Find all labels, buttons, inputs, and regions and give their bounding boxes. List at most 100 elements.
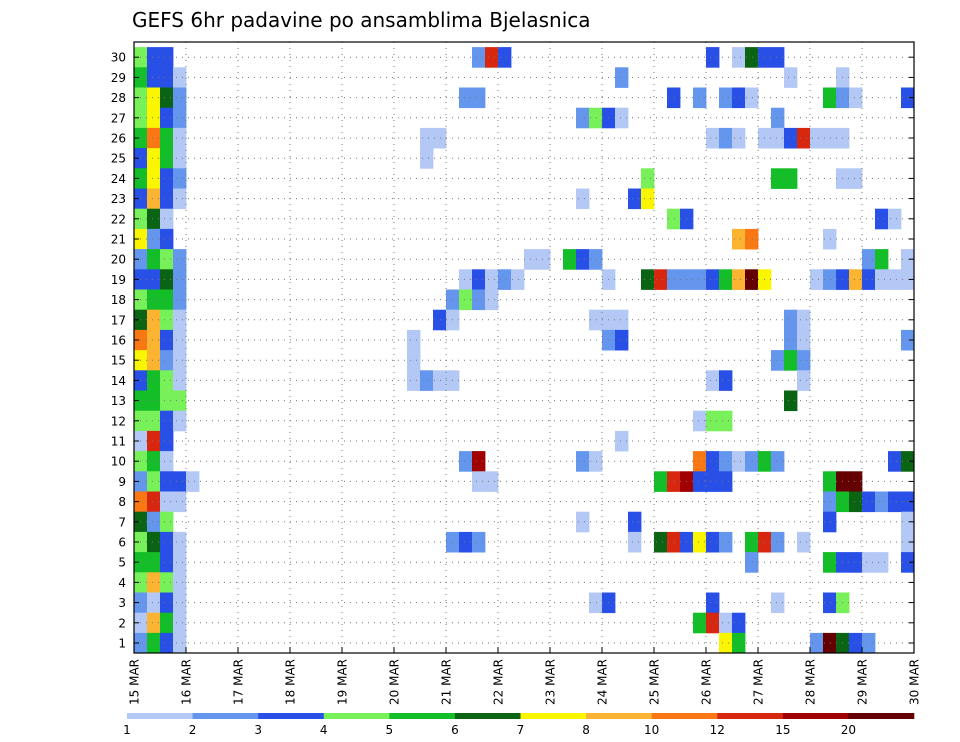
heatmap-cell (498, 269, 512, 290)
heatmap-cell (875, 552, 889, 573)
colorbar: 1 2 3 4 5 6 7 8 10 12 15 20 (123, 713, 915, 737)
colorbar-segment (127, 713, 193, 719)
heatmap-cell (745, 47, 759, 68)
heatmap-cell (797, 329, 811, 351)
heatmap-cell (667, 208, 681, 230)
heatmap-cell (771, 168, 785, 189)
heatmap-cell (706, 410, 720, 432)
heatmap-cell (173, 168, 187, 189)
heatmap-cell (160, 47, 174, 68)
heatmap-cell (472, 269, 486, 290)
heatmap-cell (706, 531, 720, 553)
heatmap-cell (706, 612, 720, 634)
heatmap-cell (147, 390, 161, 412)
x-tick-label: 17 MAR (232, 659, 246, 705)
x-tick-label: 26 MAR (700, 659, 714, 705)
heatmap-cell (784, 390, 798, 412)
y-tick-label: 11 (111, 435, 126, 449)
heatmap-cell (147, 612, 161, 634)
colorbar-tick-label: 6 (451, 723, 459, 737)
heatmap-cell (173, 188, 187, 210)
heatmap-cell (732, 47, 746, 68)
y-tick-label: 22 (111, 212, 126, 226)
heatmap-cell (667, 471, 681, 492)
heatmap-cell (901, 552, 915, 573)
y-tick-label: 12 (111, 414, 126, 428)
heatmap-cell (147, 168, 161, 189)
heatmap-cell (823, 592, 837, 614)
heatmap-cell (147, 410, 161, 432)
heatmap-cell (160, 188, 174, 210)
heatmap-cell (459, 531, 473, 553)
heatmap-cell (719, 370, 733, 391)
heatmap-cell (706, 592, 720, 614)
heatmap-cell (160, 127, 174, 149)
heatmap-cell (615, 309, 629, 331)
heatmap-cell (875, 491, 889, 513)
heatmap-cell (875, 208, 889, 230)
heatmap-cell (745, 87, 759, 109)
heatmap-cell (862, 269, 876, 290)
heatmap-cell (849, 632, 863, 654)
y-tick-label: 29 (111, 71, 126, 85)
heatmap-cell (173, 632, 187, 654)
heatmap-cell (784, 329, 798, 351)
heatmap-cell (849, 552, 863, 573)
heatmap-cell (823, 127, 837, 149)
heatmap-cell (147, 531, 161, 553)
heatmap-cell (147, 430, 161, 452)
heatmap-cell (186, 471, 200, 492)
heatmap-cell (771, 350, 785, 371)
heatmap-cell (576, 107, 590, 129)
heatmap-cell (615, 67, 629, 88)
heatmap-cell (745, 451, 759, 472)
heatmap-cell (693, 269, 707, 290)
chart-title: GEFS 6hr padavine po ansamblima Bjelasni… (132, 8, 591, 32)
x-tick-label: 15 MAR (128, 659, 142, 705)
heatmap-cell (160, 329, 174, 351)
heatmap-cell (771, 127, 785, 149)
heatmap-cell (849, 269, 863, 290)
heatmap-cell (576, 188, 590, 210)
heatmap-cell (160, 552, 174, 573)
heatmap-cell (485, 47, 499, 68)
y-tick-label: 1 (118, 637, 126, 651)
heatmap-cell (147, 67, 161, 88)
heatmap-cell (719, 451, 733, 472)
heatmap-cell (160, 572, 174, 593)
grid-lines (134, 42, 914, 653)
plot-frame (133, 41, 915, 654)
heatmap-cell (888, 491, 902, 513)
heatmap-cell (719, 471, 733, 492)
heatmap-cell (160, 289, 174, 311)
heatmap-cell (147, 370, 161, 391)
heatmap-cell (771, 592, 785, 614)
heatmap-cell (615, 329, 629, 351)
heatmap-cell (667, 87, 681, 109)
heatmap-cell (693, 471, 707, 492)
heatmap-cell (732, 269, 746, 290)
colorbar-segment (258, 713, 325, 719)
heatmap-cell (459, 451, 473, 472)
heatmap-cell (472, 471, 486, 492)
heatmap-cell (784, 168, 798, 189)
x-tick-label: 24 MAR (596, 659, 610, 705)
heatmap-cell (147, 107, 161, 129)
heatmap-cell (823, 511, 837, 533)
heatmap-cell (160, 148, 174, 169)
y-tick-label: 23 (111, 192, 126, 206)
heatmap-cell (160, 451, 174, 472)
heatmap-cell (693, 451, 707, 472)
y-tick-label: 24 (111, 172, 126, 186)
heatmap-cell (745, 531, 759, 553)
heatmap-cell (810, 632, 824, 654)
heatmap-cell (706, 471, 720, 492)
heatmap-cell (719, 410, 733, 432)
heatmap-cell (797, 370, 811, 391)
heatmap-cell (147, 309, 161, 331)
heatmap-cell (719, 632, 733, 654)
colorbar-tick-label: 1 (123, 723, 131, 737)
heatmap-cell (147, 451, 161, 472)
heatmap-cell (797, 531, 811, 553)
y-tick-label: 21 (111, 233, 126, 247)
